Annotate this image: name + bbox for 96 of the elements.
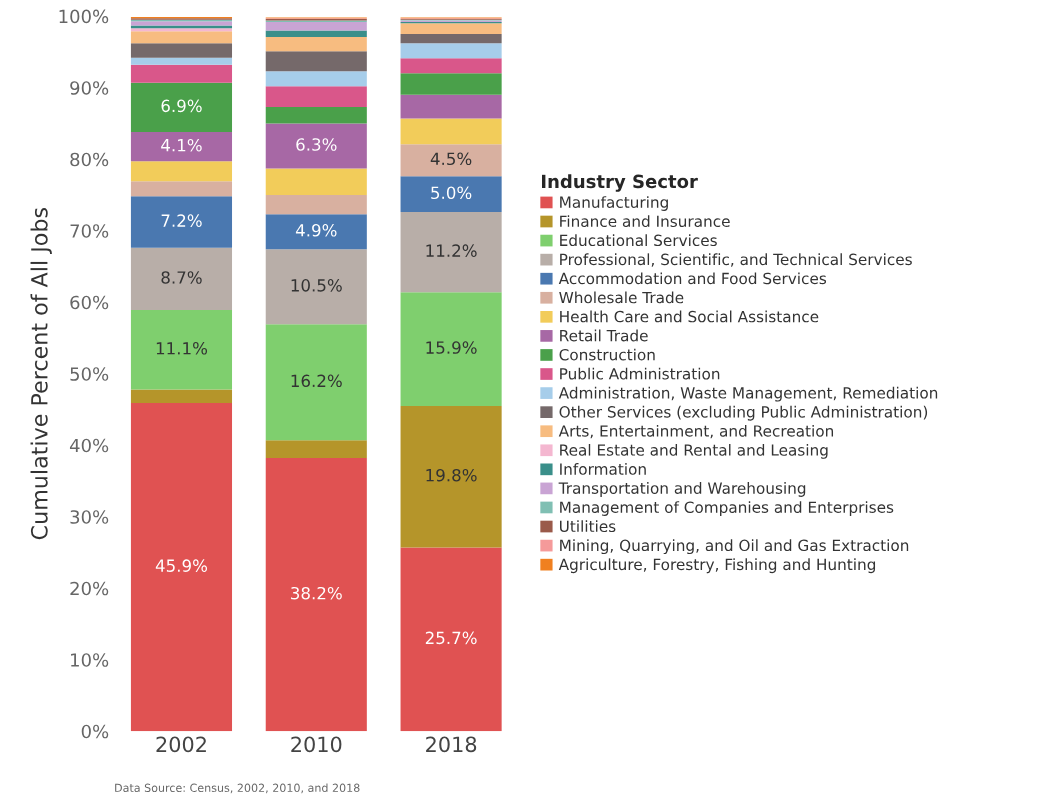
y-tick-label: 10% xyxy=(71,653,109,667)
data-label: 4.5% xyxy=(430,152,472,166)
bar xyxy=(130,161,233,182)
bar xyxy=(265,249,367,325)
data-label: 7.2% xyxy=(161,214,202,227)
bar xyxy=(265,51,367,72)
bar xyxy=(130,247,233,311)
bar xyxy=(265,86,367,107)
legend-label: Educational Services xyxy=(560,234,717,247)
bar xyxy=(130,57,233,65)
data-label: 4.9% xyxy=(295,223,337,237)
data-label: 45.9% xyxy=(155,559,208,572)
legend-label: Other Services (excluding Public Administration) xyxy=(559,405,928,421)
data-label: 38.2% xyxy=(291,586,342,600)
bar xyxy=(130,132,233,162)
bar xyxy=(130,196,233,248)
bar xyxy=(400,34,502,44)
data-label: 10.5% xyxy=(291,279,342,292)
data-label: 5.0% xyxy=(431,186,472,200)
y-tick-label: 20% xyxy=(70,581,109,596)
legend-label: Arts, Entertainment, and Recreation xyxy=(558,424,834,439)
bar xyxy=(400,118,502,145)
y-tick-label: 80% xyxy=(70,152,109,167)
bar xyxy=(130,403,233,732)
bar xyxy=(400,144,502,177)
legend-label: Utilities xyxy=(560,520,616,533)
bar xyxy=(400,292,502,406)
bar xyxy=(130,64,233,83)
data-label: 16.2% xyxy=(291,374,342,388)
bar xyxy=(400,547,502,732)
bar xyxy=(265,21,367,31)
y-tick-label: 30% xyxy=(70,510,109,524)
x-tick-label: 2002 xyxy=(156,736,206,753)
bar xyxy=(265,36,367,52)
legend-label: Health Care and Social Assistance xyxy=(560,310,819,323)
legend-label: Finance and Insurance xyxy=(560,215,730,228)
y-tick-label: 70% xyxy=(70,224,109,238)
legend-title: Industry Sector xyxy=(542,174,698,192)
bar xyxy=(400,58,502,74)
bar xyxy=(130,82,233,132)
legend-label: Public Administration xyxy=(560,367,720,380)
legend-label: Information xyxy=(560,463,646,475)
y-axis-title: Cumulative Percent of All Jobs xyxy=(30,208,52,540)
bar xyxy=(400,43,502,59)
data-label: 25.7% xyxy=(425,631,477,645)
bar xyxy=(400,94,502,119)
bar xyxy=(130,21,233,26)
y-tick-label: 50% xyxy=(70,367,109,381)
y-tick-label: 100% xyxy=(59,9,109,24)
bar xyxy=(130,181,233,197)
legend-label: Wholesale Trade xyxy=(559,291,684,304)
bar xyxy=(130,31,233,44)
y-tick-label: 40% xyxy=(69,438,109,453)
legend-label: Mining, Quarrying, and Oil and Gas Extraction xyxy=(560,539,909,555)
bar xyxy=(265,324,367,441)
source-note: Data Source: Census, 2002, 2010, and 2018 xyxy=(115,783,360,794)
data-label: 4.1% xyxy=(161,138,202,152)
data-label: 19.8% xyxy=(426,468,477,482)
legend-label: Management of Companies and Enterprises xyxy=(560,501,894,516)
bar xyxy=(130,43,233,58)
x-tick-label: 2010 xyxy=(291,736,342,753)
data-label: 11.2% xyxy=(426,244,477,257)
y-tick-label: 60% xyxy=(70,295,109,310)
legend-label: Construction xyxy=(559,348,655,361)
y-tick-label: 0% xyxy=(81,724,109,739)
bar xyxy=(265,214,367,250)
legend-label: Retail Trade xyxy=(560,329,648,342)
y-tick-label: 90% xyxy=(70,81,109,95)
bar xyxy=(265,106,367,124)
data-label: 15.9% xyxy=(426,341,477,354)
legend-label: Transportation and Warehousing xyxy=(558,482,806,497)
bar xyxy=(130,389,233,404)
data-label: 6.3% xyxy=(296,138,337,151)
bar xyxy=(265,458,367,732)
bar xyxy=(265,123,367,169)
bar xyxy=(265,168,367,195)
bar xyxy=(265,30,367,37)
data-label: 6.9% xyxy=(161,99,202,113)
legend-label: Manufacturing xyxy=(560,196,668,211)
bar xyxy=(400,23,502,35)
legend-label: Agriculture, Forestry, Fishing and Hunting xyxy=(558,558,876,574)
bar xyxy=(265,440,367,459)
bar xyxy=(265,194,367,215)
data-label: 8.7% xyxy=(161,271,202,284)
x-tick-label: 2018 xyxy=(426,736,477,753)
bar xyxy=(265,71,367,87)
bar xyxy=(130,310,233,390)
bar xyxy=(400,73,502,95)
bar xyxy=(400,405,502,548)
legend-label: Administration, Waste Management, Remediation xyxy=(558,386,938,402)
legend-label: Professional, Scientific, and Technical Services xyxy=(560,253,912,267)
legend-label: Real Estate and Rental and Leasing xyxy=(560,443,828,459)
bar xyxy=(400,212,502,293)
data-label: 11.1% xyxy=(156,341,208,355)
legend-label: Accommodation and Food Services xyxy=(558,272,827,285)
bar xyxy=(400,176,502,213)
